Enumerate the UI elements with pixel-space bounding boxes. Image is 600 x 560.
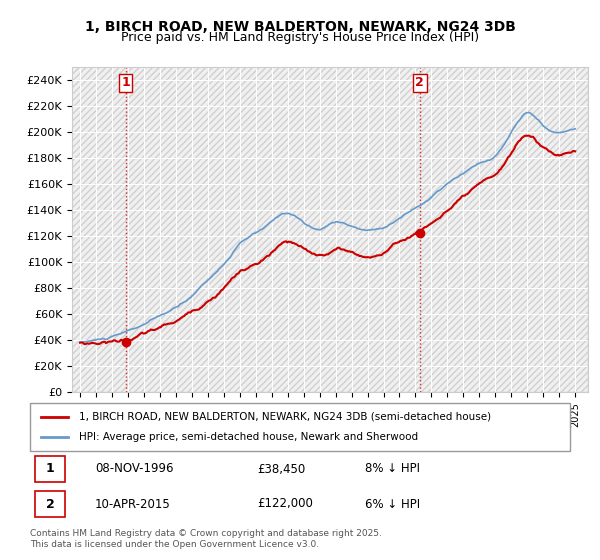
Text: 1: 1 xyxy=(121,76,130,89)
Text: 8% ↓ HPI: 8% ↓ HPI xyxy=(365,463,420,475)
Text: 1, BIRCH ROAD, NEW BALDERTON, NEWARK, NG24 3DB (semi-detached house): 1, BIRCH ROAD, NEW BALDERTON, NEWARK, NG… xyxy=(79,412,491,422)
Text: £38,450: £38,450 xyxy=(257,463,305,475)
Text: 6% ↓ HPI: 6% ↓ HPI xyxy=(365,497,420,511)
Text: 08-NOV-1996: 08-NOV-1996 xyxy=(95,463,173,475)
Text: 10-APR-2015: 10-APR-2015 xyxy=(95,497,170,511)
Text: 1, BIRCH ROAD, NEW BALDERTON, NEWARK, NG24 3DB: 1, BIRCH ROAD, NEW BALDERTON, NEWARK, NG… xyxy=(85,20,515,34)
Text: Price paid vs. HM Land Registry's House Price Index (HPI): Price paid vs. HM Land Registry's House … xyxy=(121,31,479,44)
FancyBboxPatch shape xyxy=(35,492,65,516)
Text: £122,000: £122,000 xyxy=(257,497,313,511)
Text: 2: 2 xyxy=(46,497,55,511)
FancyBboxPatch shape xyxy=(30,403,570,451)
Text: HPI: Average price, semi-detached house, Newark and Sherwood: HPI: Average price, semi-detached house,… xyxy=(79,432,418,442)
Text: 1: 1 xyxy=(46,463,55,475)
FancyBboxPatch shape xyxy=(35,456,65,482)
Text: Contains HM Land Registry data © Crown copyright and database right 2025.
This d: Contains HM Land Registry data © Crown c… xyxy=(30,529,382,549)
Text: 2: 2 xyxy=(415,76,424,89)
